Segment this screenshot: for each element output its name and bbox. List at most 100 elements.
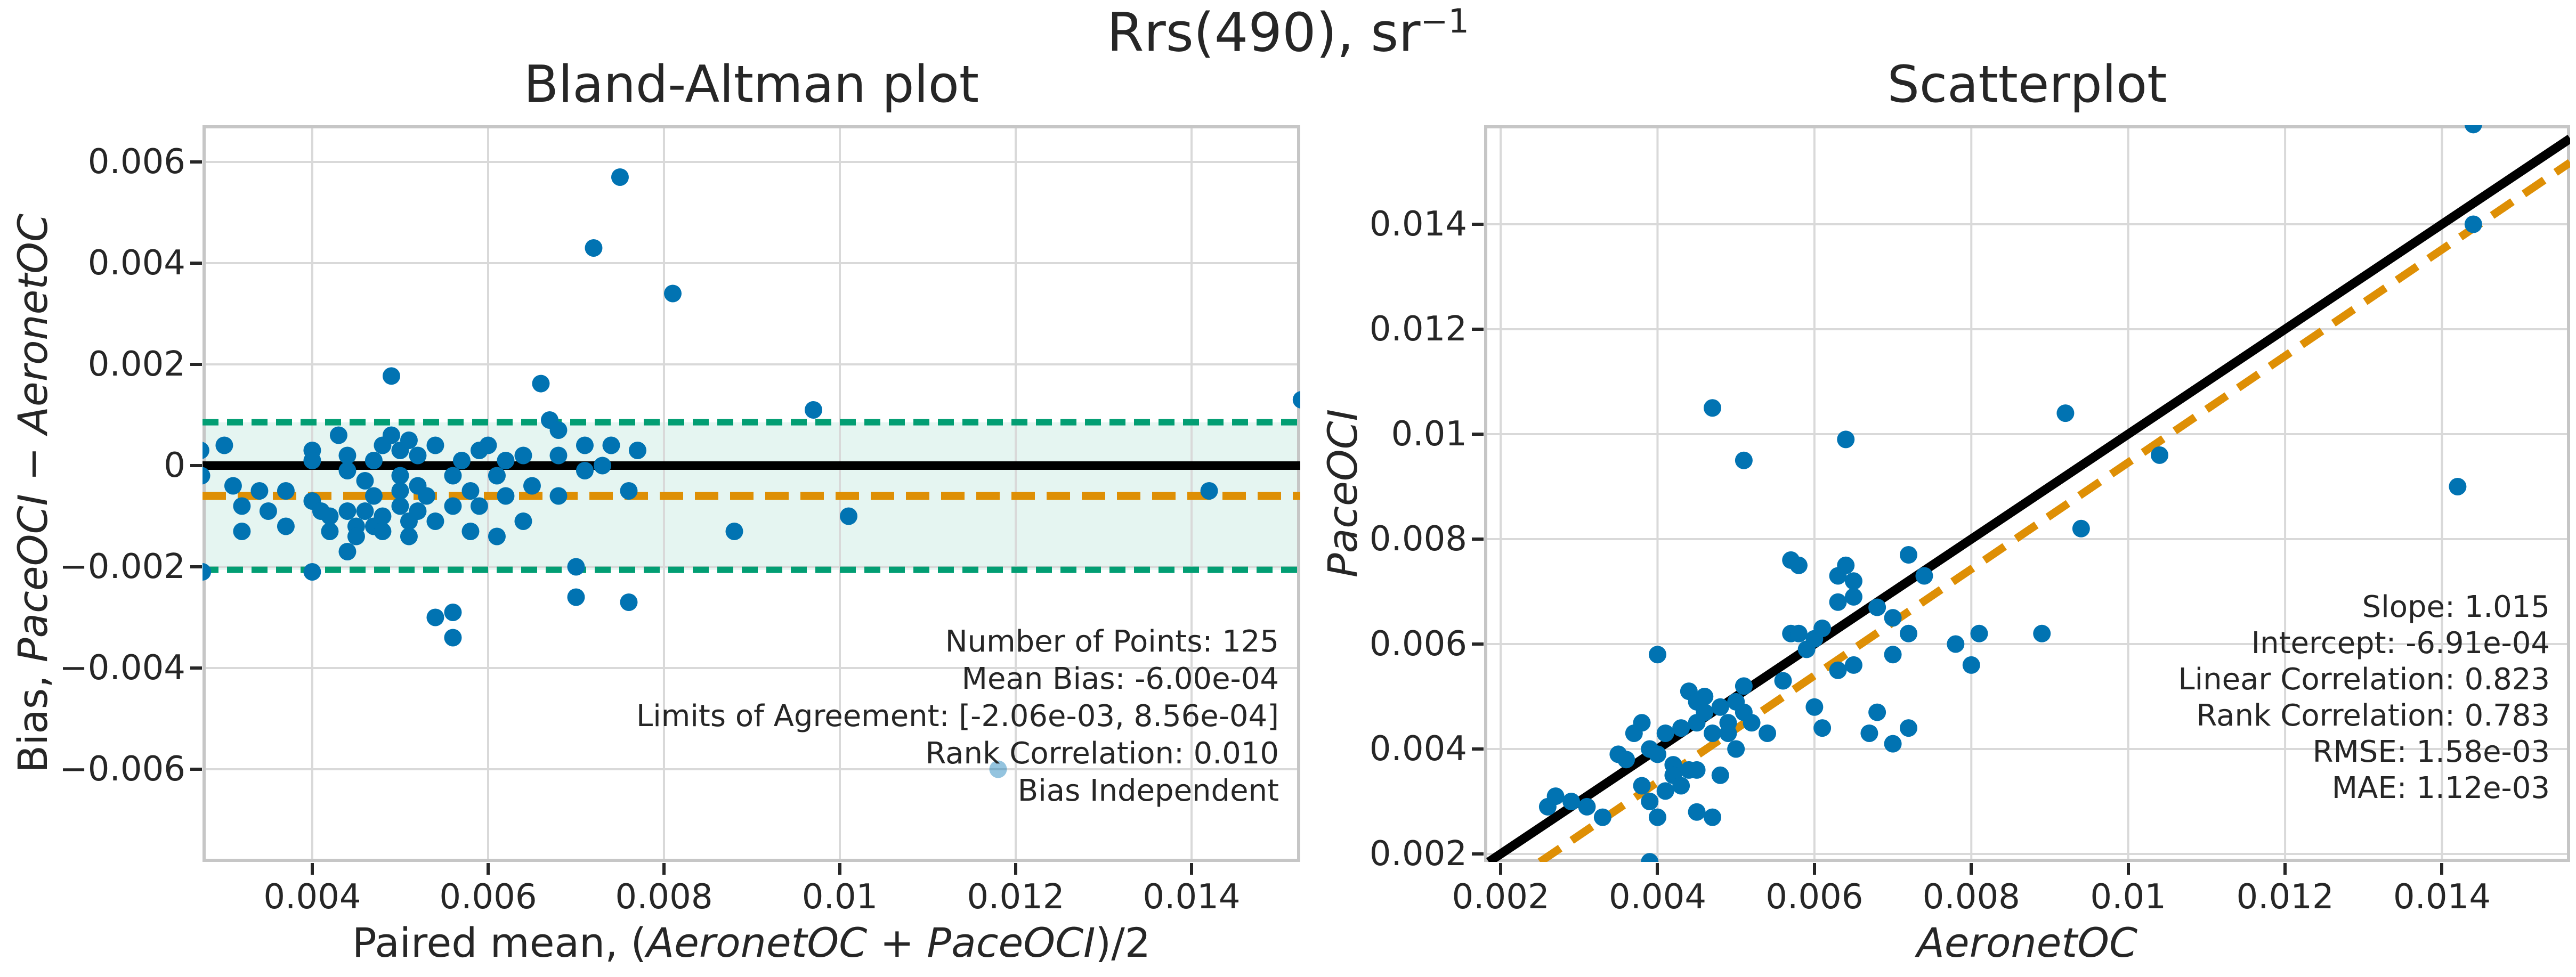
stats-line: Rank Correlation: 0.783: [2196, 698, 2550, 733]
data-point: [426, 436, 444, 454]
data-point: [1789, 624, 1808, 642]
data-point: [1805, 698, 1824, 716]
data-point: [663, 284, 682, 303]
data-point: [2033, 624, 2051, 642]
data-point: [1292, 391, 1300, 409]
data-point: [321, 522, 339, 540]
data-point: [1641, 853, 1659, 862]
data-point: [532, 374, 550, 393]
y-tick-mark: [190, 767, 202, 771]
y-tick-label: −0.002: [59, 547, 185, 587]
stats-line: Limits of Agreement: [-2.06e-03, 8.56e-0…: [636, 699, 1279, 734]
y-tick-mark: [190, 565, 202, 568]
data-point: [1704, 808, 1722, 826]
data-point: [1829, 593, 1847, 611]
data-point: [1696, 703, 1714, 721]
data-point: [1868, 703, 1886, 721]
data-point: [549, 487, 568, 505]
data-point: [1962, 656, 1980, 674]
data-point: [497, 487, 515, 505]
x-tick-mark: [2126, 863, 2130, 875]
y-tick-mark: [190, 160, 202, 164]
data-point: [470, 497, 488, 515]
regression-line: [1537, 159, 2570, 862]
data-point: [233, 497, 251, 515]
stats-line: Bias Independent: [1017, 774, 1279, 808]
data-point: [585, 239, 603, 257]
data-point: [400, 527, 418, 546]
data-point: [576, 461, 594, 479]
data-point: [628, 441, 646, 459]
data-point: [1900, 624, 1918, 642]
x-tick-mark: [1656, 863, 1659, 875]
data-point: [444, 603, 462, 621]
data-point: [1837, 430, 1855, 449]
data-point: [277, 482, 295, 500]
data-point: [1970, 624, 1988, 642]
data-point: [461, 522, 480, 540]
x-tick-label: 0.002: [1452, 877, 1550, 917]
data-point: [1688, 761, 1706, 779]
data-point: [2449, 477, 2467, 495]
x-tick-label: 0.01: [801, 877, 878, 917]
data-point: [250, 482, 269, 500]
data-point: [1735, 677, 1753, 695]
data-point: [620, 482, 638, 500]
x-tick-label: 0.014: [2393, 877, 2491, 917]
data-point: [1829, 661, 1847, 679]
y-tick-label: 0.002: [1369, 834, 1467, 874]
data-point: [576, 436, 594, 454]
bland-altman-stats: Number of Points: 125 Mean Bias: -6.00e-0…: [373, 623, 1279, 810]
variable-name-text: PaceOCI: [1319, 409, 1367, 578]
data-point: [549, 421, 568, 439]
data-point: [567, 588, 585, 606]
data-point: [1617, 751, 1635, 769]
data-point: [840, 507, 858, 525]
data-point: [1648, 646, 1666, 664]
bland-altman-xaxis-label: Paired mean, (AeronetOC + PaceOCI)/2: [352, 921, 1151, 965]
data-point: [1633, 714, 1651, 732]
data-point: [1837, 556, 1855, 574]
data-point: [620, 593, 638, 611]
data-point: [1672, 777, 1690, 795]
data-point: [479, 436, 497, 454]
data-point: [374, 507, 392, 525]
data-point: [1915, 567, 1933, 585]
stats-line: Mean Bias: -6.00e-04: [961, 662, 1279, 696]
data-point: [523, 477, 541, 495]
data-point: [488, 527, 506, 546]
scatterplot-canvas: [1484, 125, 2570, 862]
data-point: [329, 426, 347, 444]
x-tick-mark: [1190, 863, 1194, 875]
y-tick-label: 0.014: [1369, 204, 1467, 244]
data-point: [1844, 572, 1862, 590]
data-point: [202, 442, 209, 459]
scatterplot-title: Scatterplot: [1887, 55, 2167, 114]
data-point: [356, 471, 374, 490]
data-point: [1884, 646, 1902, 664]
data-point: [1947, 635, 1965, 653]
data-point: [1704, 399, 1722, 417]
data-point: [602, 436, 620, 454]
data-point: [417, 487, 435, 505]
data-point: [364, 451, 383, 469]
data-point: [1813, 619, 1832, 637]
data-point: [611, 168, 629, 186]
x-tick-mark: [1014, 863, 1018, 875]
x-tick-mark: [310, 863, 314, 875]
identity-line: [1486, 134, 2570, 862]
x-tick-label: 0.008: [1922, 877, 2020, 917]
x-tick-label: 0.004: [263, 877, 361, 917]
data-point: [1696, 688, 1714, 706]
x-tick-mark: [2283, 863, 2287, 875]
data-point: [277, 517, 295, 535]
y-tick-mark: [1472, 852, 1484, 856]
x-tick-label: 0.004: [1608, 877, 1707, 917]
x-tick-label: 0.01: [2090, 877, 2166, 917]
variable-name-text: PaceOCI: [927, 919, 1096, 966]
data-point: [1759, 724, 1777, 742]
data-point: [1813, 719, 1832, 737]
data-point: [215, 436, 233, 454]
scatterplot-xaxis-label: AeronetOC: [1917, 921, 2137, 965]
